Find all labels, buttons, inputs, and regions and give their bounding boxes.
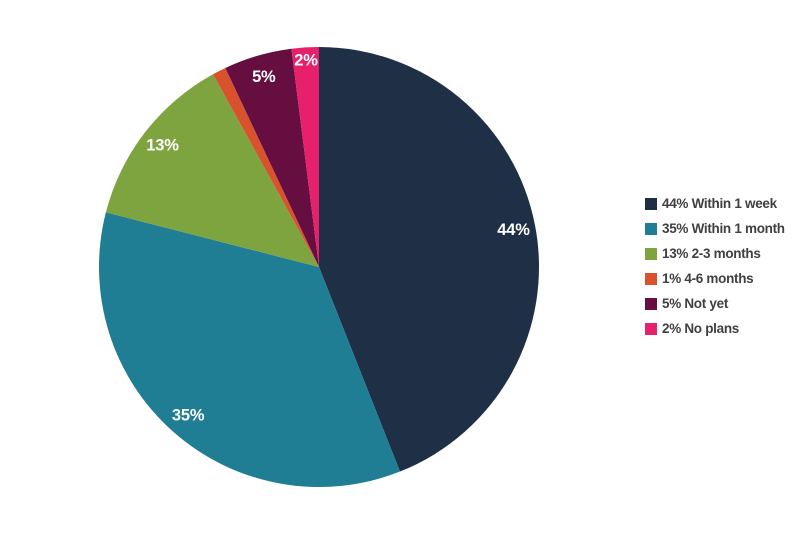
pie-slice-within-1-month bbox=[98, 212, 400, 488]
pie-slice-4-6-months bbox=[213, 67, 319, 267]
legend-item: 2% No plans bbox=[645, 316, 785, 341]
legend-color-chip bbox=[645, 247, 657, 260]
pie-slice-value-label: 5% bbox=[252, 68, 276, 86]
legend-color-chip bbox=[645, 222, 657, 235]
pie-slice-2-3-months bbox=[105, 74, 319, 268]
legend-item: 44% Within 1 week bbox=[645, 191, 785, 216]
legend-item: 1% 4-6 months bbox=[645, 266, 785, 291]
legend: 44% Within 1 week 35% Within 1 month 13% 2… bbox=[645, 191, 785, 341]
legend-item-label: 2% No plans bbox=[662, 321, 739, 336]
legend-color-chip bbox=[645, 297, 657, 310]
legend-item: 5% Not yet bbox=[645, 291, 785, 316]
legend-item-label: 1% 4-6 months bbox=[662, 271, 754, 286]
pie-slice-within-1-week bbox=[319, 47, 540, 472]
pie-slice-no-plans bbox=[291, 46, 319, 267]
pie-slice-value-label: 13% bbox=[146, 137, 179, 155]
pie-slice-value-label: 1% bbox=[201, 49, 225, 67]
pie-slice-value-label: 35% bbox=[172, 407, 205, 425]
legend-item: 13% 2-3 months bbox=[645, 241, 785, 266]
legend-color-chip bbox=[645, 272, 657, 285]
legend-color-chip bbox=[645, 197, 657, 210]
pie-slice-not-yet bbox=[225, 48, 319, 268]
legend-item-label: 44% Within 1 week bbox=[662, 196, 777, 211]
pie-slice-value-label: 44% bbox=[497, 221, 530, 239]
legend-item-label: 5% Not yet bbox=[662, 296, 729, 311]
legend-item-label: 35% Within 1 month bbox=[662, 221, 785, 236]
pie-slice-value-label: 2% bbox=[294, 52, 318, 70]
legend-item-label: 13% 2-3 months bbox=[662, 246, 761, 261]
legend-item: 35% Within 1 month bbox=[645, 216, 785, 241]
legend-color-chip bbox=[645, 322, 657, 335]
